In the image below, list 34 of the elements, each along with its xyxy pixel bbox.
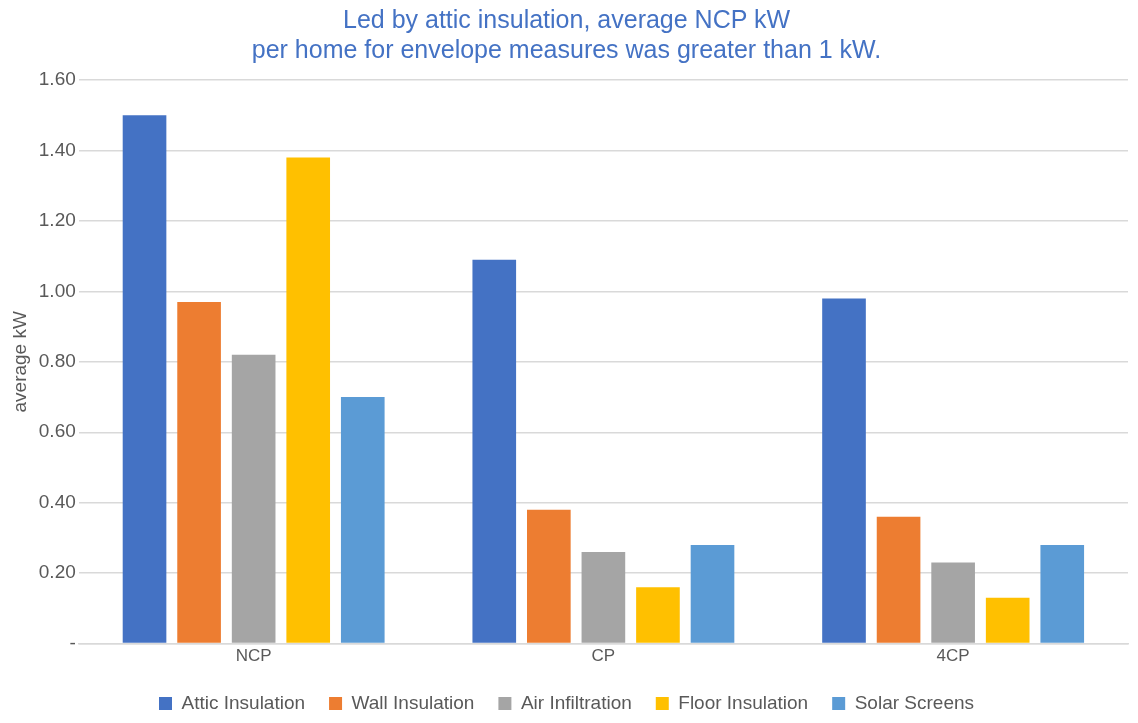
x-tick-label: 4CP (936, 646, 970, 666)
bar (985, 597, 1030, 643)
x-tick-label: CP (591, 646, 616, 666)
legend-label: Air Infiltration (520, 691, 632, 713)
y-tick-label: 1.60 (38, 68, 76, 90)
bar (231, 354, 276, 643)
y-tick-label: 0.20 (38, 561, 76, 583)
legend-label: Solar Screens (854, 691, 975, 713)
x-tick-label: NCP (235, 646, 272, 666)
bar (690, 544, 735, 643)
chart-title: Led by attic insulation, average NCP kW per home for envelope measures was greater than 1 kW. (251, 4, 882, 63)
y-tick-label: - (69, 631, 76, 653)
y-tick-label: 1.20 (38, 209, 76, 231)
y-tick-label: 0.40 (38, 490, 76, 512)
bar (472, 259, 517, 643)
y-tick-label: 0.80 (38, 350, 76, 372)
bar (122, 115, 167, 643)
bar (1040, 544, 1085, 643)
bar (177, 301, 221, 643)
y-axis-title: average kW (8, 311, 30, 413)
legend-label: Attic Insulation (181, 691, 306, 713)
legend-label: Wall Insulation (351, 691, 475, 713)
legend-label: Floor Insulation (678, 691, 809, 713)
bar (340, 397, 385, 643)
bar (286, 157, 331, 643)
y-tick-label: 0.60 (38, 420, 76, 442)
bar (527, 509, 571, 643)
y-tick-label: 1.40 (38, 138, 76, 160)
bar (581, 552, 626, 643)
bar (636, 587, 680, 643)
bar (876, 516, 921, 643)
y-tick-label: 1.00 (38, 279, 76, 301)
bar (822, 298, 866, 643)
bar (931, 562, 975, 643)
